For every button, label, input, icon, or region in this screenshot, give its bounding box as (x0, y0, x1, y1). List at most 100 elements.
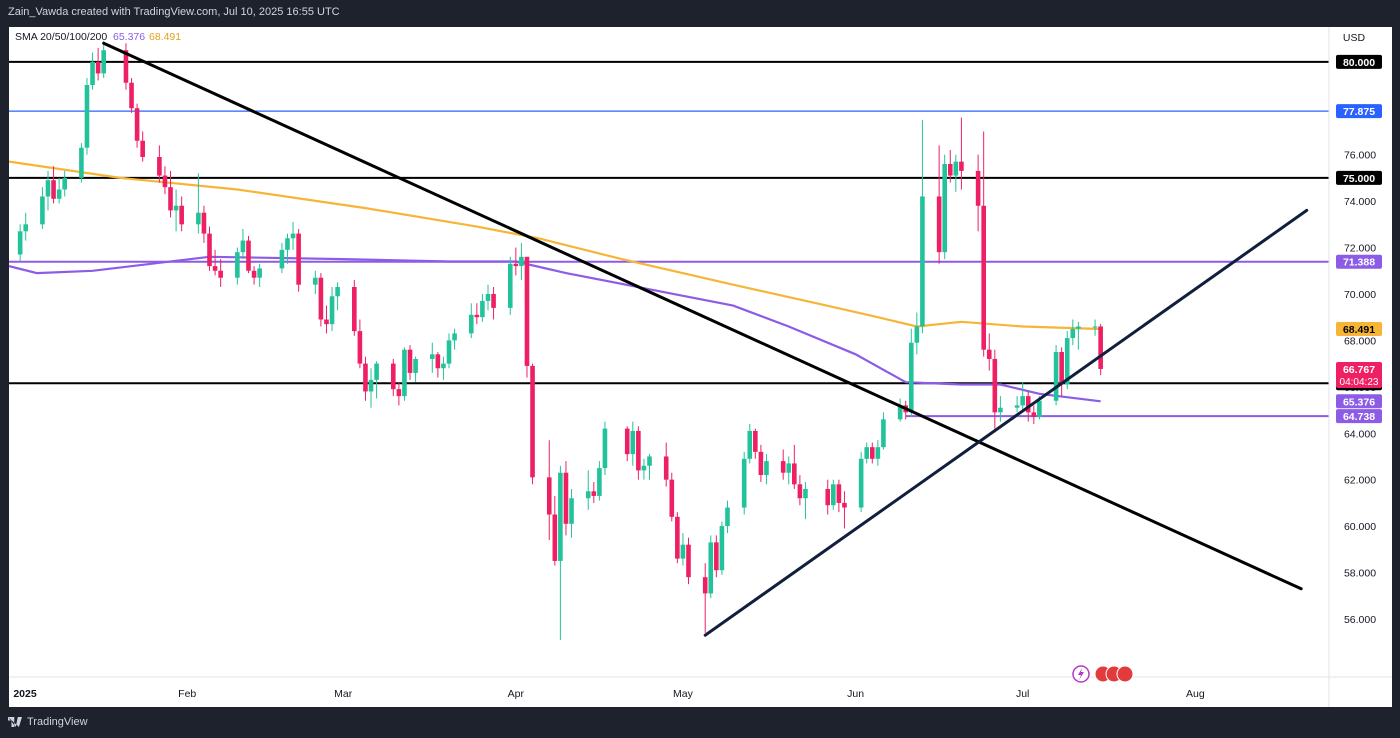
candle-body (23, 224, 29, 232)
candle-body (908, 342, 914, 413)
candle-body (446, 340, 452, 364)
candle-body (719, 526, 725, 571)
candle (201, 205, 207, 243)
candle-body (1031, 412, 1037, 417)
sma200-label-text: 68.491 (1343, 324, 1375, 336)
candle-body (235, 252, 240, 278)
candle-body (992, 358, 998, 413)
sma-100-line (8, 255, 1101, 403)
candle-body (363, 363, 368, 392)
sma200-label: 68.491 (1336, 321, 1382, 336)
candle (747, 423, 753, 464)
candle-body (474, 314, 480, 318)
candle (491, 287, 496, 320)
y-tick-label: 76.000 (1344, 150, 1376, 162)
sma200-legend-value: 68.491 (149, 31, 181, 43)
candle-body (168, 187, 173, 211)
level-75-label-bg (1336, 170, 1382, 185)
candle-body (452, 333, 457, 341)
candle-body (318, 277, 324, 320)
candle (173, 189, 179, 232)
candle (212, 249, 218, 276)
x-tick-label: Apr (508, 688, 525, 700)
candle (474, 303, 480, 325)
candle (452, 328, 457, 350)
candle-body (90, 61, 95, 86)
x-tick-label: Feb (178, 688, 196, 700)
level-71388-label-bg (1336, 254, 1382, 269)
candle-body (1092, 326, 1098, 328)
candle-body (624, 428, 630, 455)
candle-body (641, 465, 647, 471)
candle-body (858, 458, 864, 508)
candle (1098, 324, 1103, 376)
candle-body (212, 266, 218, 271)
candle (251, 266, 257, 285)
candle-body (357, 331, 363, 364)
us-flag-icon-3[interactable] (1116, 665, 1134, 683)
candle-body (780, 461, 786, 473)
event-icons[interactable] (1072, 665, 1134, 683)
indicator-legend[interactable]: SMA 20/50/100/200 65.376 68.491 (15, 31, 181, 43)
trendlines (102, 41, 1309, 637)
candle-body (836, 484, 842, 503)
level-80-label: 80.000 (1336, 54, 1382, 69)
level-71388-label: 71.388 (1336, 254, 1382, 269)
candle-body (296, 233, 301, 285)
chart-header: Zain_Vawda created with TradingView.com,… (0, 0, 1400, 24)
candle-body (986, 349, 992, 359)
level-80-label-text: 80.000 (1343, 57, 1375, 69)
candle (836, 479, 842, 513)
candle-body (413, 358, 418, 373)
candle (396, 382, 402, 406)
moving-averages (8, 160, 1101, 403)
tradingview-logo[interactable]: TradingView (8, 716, 88, 728)
candle (803, 482, 808, 520)
price-chart-svg[interactable]: 56.00058.00060.00062.00064.00066.00068.0… (8, 27, 1392, 707)
candle (368, 368, 374, 408)
candle (196, 173, 201, 234)
candle-body (897, 405, 903, 420)
candle (992, 349, 998, 429)
ascending-trendline[interactable] (703, 208, 1309, 637)
candle (602, 421, 608, 476)
candle (563, 461, 569, 536)
candle-body (585, 491, 591, 499)
candle (585, 470, 591, 510)
x-tick-label: 2025 (13, 688, 37, 700)
candle (56, 177, 62, 204)
candle-body (1098, 326, 1103, 369)
candle (17, 224, 23, 262)
candle-body (257, 268, 262, 278)
candle (1059, 347, 1064, 397)
candle (663, 442, 669, 487)
descending-trendline[interactable] (102, 41, 1303, 591)
candle (90, 52, 95, 90)
candle (714, 535, 719, 578)
candle (79, 143, 84, 183)
candle (881, 412, 886, 450)
sma200-label-bg (1336, 321, 1382, 336)
candle-body (391, 363, 396, 390)
candle-body (101, 50, 106, 74)
candle-body (179, 205, 184, 225)
candle (591, 482, 597, 503)
candle-body (1070, 328, 1076, 339)
candle (318, 273, 324, 327)
candle (207, 226, 212, 271)
candle-body (396, 389, 402, 397)
candle (179, 196, 184, 232)
candle-body (201, 212, 207, 234)
candle (446, 333, 452, 369)
candle-body (368, 379, 374, 392)
candle (998, 396, 1003, 422)
chart-area[interactable]: 56.00058.00060.00062.00064.00066.00068.0… (8, 27, 1392, 707)
candle (374, 361, 379, 399)
level-71388-label-text: 71.388 (1343, 257, 1375, 269)
candle-body (675, 516, 680, 559)
candle (429, 342, 435, 373)
candle (391, 358, 396, 397)
candle (134, 103, 140, 148)
candle (140, 131, 145, 162)
candle-body (140, 140, 145, 157)
